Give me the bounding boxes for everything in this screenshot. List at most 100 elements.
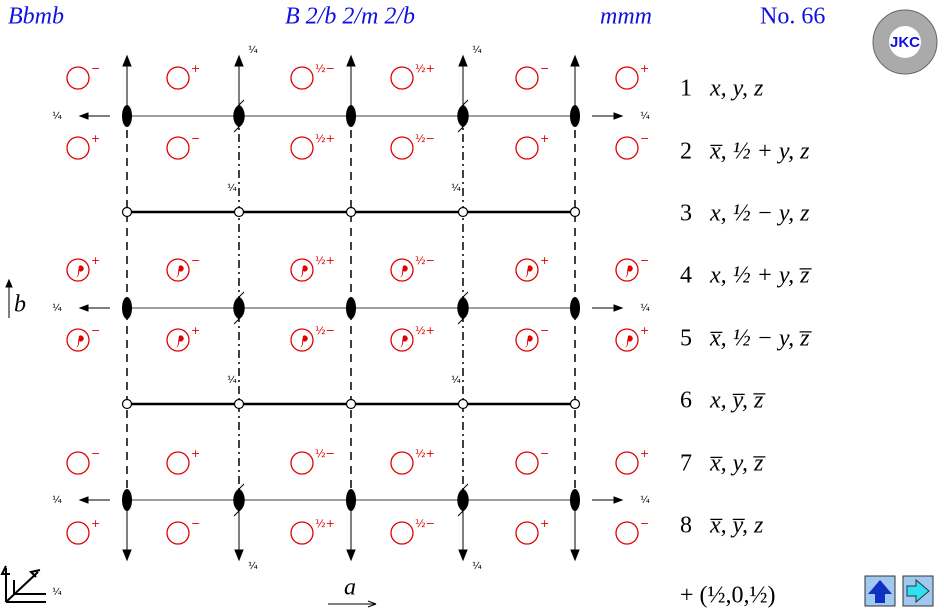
position-number: 2 xyxy=(680,139,692,165)
atom-label: − xyxy=(640,132,649,145)
inversion-center xyxy=(121,398,133,410)
atom-label: ½− xyxy=(315,324,335,337)
position-coords: x̅, ½ − y, z̅ xyxy=(709,326,812,352)
atom-label: + xyxy=(91,132,100,145)
atom-label: + xyxy=(640,447,649,460)
hm-symbol: Bbmb xyxy=(8,4,64,30)
enantiomorph-comma xyxy=(176,335,184,348)
atom xyxy=(66,451,90,475)
arrow-right xyxy=(592,304,624,312)
position-coords: x̅, y, z̅ xyxy=(709,451,766,477)
twofold-axis xyxy=(346,489,356,511)
quarter-label: ¼ xyxy=(227,374,237,386)
full-symbol: B 2/b 2/m 2/b xyxy=(285,4,415,30)
atom xyxy=(166,66,190,90)
atom-label: − xyxy=(640,517,649,530)
arrow-left xyxy=(78,496,110,504)
enantiomorph-comma xyxy=(525,265,533,278)
atom xyxy=(290,521,314,545)
twofold-axis xyxy=(570,297,580,319)
atom xyxy=(166,521,190,545)
arrow-right xyxy=(592,496,624,504)
inversion-center xyxy=(345,206,357,218)
atom xyxy=(66,66,90,90)
twofold-axis xyxy=(122,489,132,511)
atom xyxy=(515,136,539,160)
atom xyxy=(615,328,639,352)
atom-label: − xyxy=(191,132,200,145)
position-number: 8 xyxy=(680,513,692,539)
inversion-center xyxy=(569,398,581,410)
atom xyxy=(390,136,414,160)
quarter-label: ¼ xyxy=(52,302,62,314)
screw-axis xyxy=(457,291,469,325)
position-coords: x, ½ − y, z xyxy=(709,201,810,227)
atom xyxy=(290,258,314,282)
inversion-center xyxy=(457,398,469,410)
atom-label: − xyxy=(91,447,100,460)
atom-label: ½+ xyxy=(315,517,335,530)
atom xyxy=(515,258,539,282)
position-coords: x̅, y̅, z xyxy=(709,513,764,539)
quarter-label: ¼ xyxy=(52,494,62,506)
position-number: 6 xyxy=(680,388,692,414)
atom-label: + xyxy=(191,447,200,460)
atom-label: ½− xyxy=(415,132,435,145)
atom xyxy=(615,521,639,545)
atom-label: − xyxy=(91,324,100,337)
arrow-left xyxy=(78,112,110,120)
atom-label: + xyxy=(191,324,200,337)
position-coords: x, y̅, z̅ xyxy=(709,388,766,414)
screw-axis xyxy=(233,99,245,133)
quarter-label: ¼ xyxy=(52,110,62,122)
twofold-axis xyxy=(122,105,132,127)
button-up[interactable] xyxy=(864,575,896,607)
atom xyxy=(166,258,190,282)
atom xyxy=(390,66,414,90)
inversion-center xyxy=(345,398,357,410)
centering-vector: + (½,0,½) xyxy=(680,583,776,609)
atom-label: − xyxy=(540,324,549,337)
atom-label: + xyxy=(191,62,200,75)
twofold-axis xyxy=(570,105,580,127)
atom-label: − xyxy=(540,62,549,75)
axis-a-label: a xyxy=(344,575,356,601)
b-arrow xyxy=(5,278,13,318)
twofold-axis xyxy=(346,105,356,127)
position-coords: x, y, z xyxy=(709,76,764,102)
position-number: 4 xyxy=(680,263,692,289)
atom-label: + xyxy=(540,132,549,145)
atom-label: ½− xyxy=(315,447,335,460)
atom-label: + xyxy=(91,254,100,267)
atom-label: − xyxy=(191,517,200,530)
atom xyxy=(390,451,414,475)
atom xyxy=(290,66,314,90)
atom xyxy=(66,521,90,545)
atom xyxy=(515,66,539,90)
axis-b-label: b xyxy=(14,292,26,318)
atom-label: − xyxy=(191,254,200,267)
button-next[interactable] xyxy=(902,575,934,607)
quarter-label: ¼ xyxy=(451,182,461,194)
atom-label: + xyxy=(640,62,649,75)
atom-label: − xyxy=(540,447,549,460)
logo-text: JKC xyxy=(890,34,920,51)
quarter-label: ¼ xyxy=(52,586,62,598)
atom xyxy=(166,328,190,352)
quarter-label: ¼ xyxy=(248,44,258,56)
enantiomorph-comma xyxy=(300,265,308,278)
position-coords: x, ½ + y, z̅ xyxy=(709,263,812,289)
quarter-label: ¼ xyxy=(472,44,482,56)
enantiomorph-comma xyxy=(400,335,408,348)
atom-label: − xyxy=(91,62,100,75)
atom-label: − xyxy=(640,254,649,267)
position-coords: x̅, ½ + y, z xyxy=(709,139,810,165)
quarter-label: ¼ xyxy=(248,560,258,572)
atom-label: + xyxy=(540,517,549,530)
inversion-center xyxy=(457,206,469,218)
enantiomorph-comma xyxy=(525,335,533,348)
atom xyxy=(615,66,639,90)
position-number: 5 xyxy=(680,326,692,352)
atom-label: ½− xyxy=(315,62,335,75)
